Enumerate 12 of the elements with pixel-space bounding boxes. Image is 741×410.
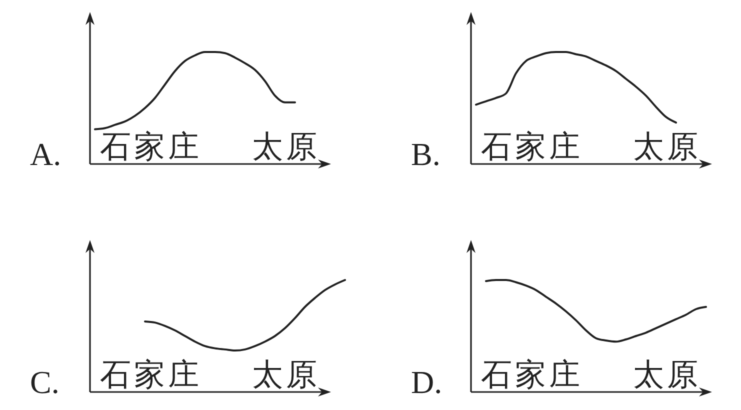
text: D. xyxy=(411,364,442,400)
annotation: 太原 xyxy=(252,357,320,392)
annotation: 石家庄 xyxy=(481,129,583,164)
annotation: 太原 xyxy=(252,129,320,164)
text: C. xyxy=(30,364,60,400)
text: B. xyxy=(411,136,440,172)
annotation: 石家庄 xyxy=(100,357,202,392)
text: A. xyxy=(30,136,62,172)
annotation: 太原 xyxy=(633,129,701,164)
annotation: 石家庄 xyxy=(481,357,583,392)
annotation: 石家庄 xyxy=(100,129,202,164)
annotation: 太原 xyxy=(633,357,701,392)
